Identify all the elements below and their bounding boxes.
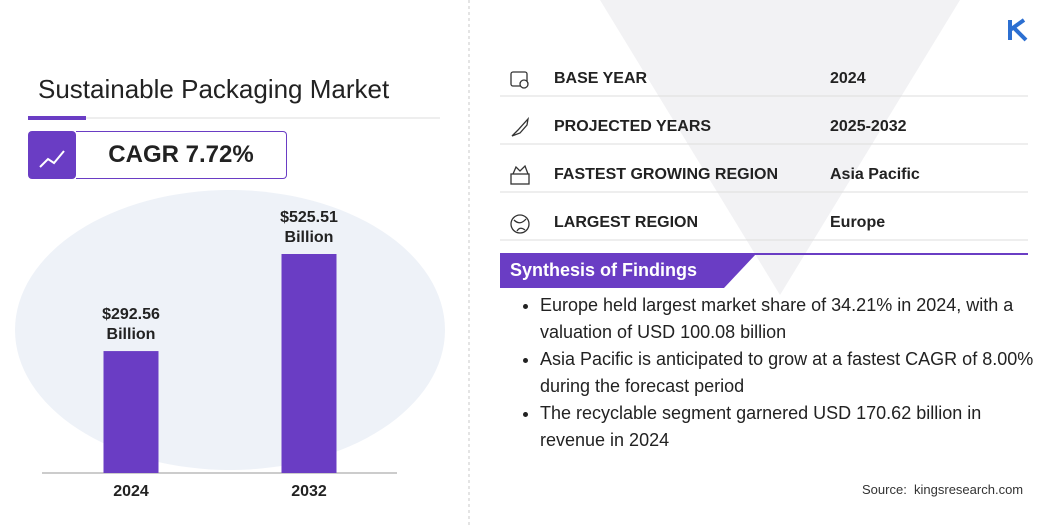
row-value: 2024	[830, 70, 866, 87]
finding: Asia Pacific is anticipated to grow at a…	[540, 346, 1040, 400]
row-icons	[510, 71, 530, 234]
logo	[1008, 18, 1028, 42]
finding: Europe held largest market share of 34.2…	[540, 292, 1040, 346]
row-lines	[500, 95, 1028, 241]
x-tick-label: 2032	[291, 483, 327, 500]
globe	[15, 190, 445, 470]
icon	[39, 150, 65, 168]
row-label: PROJECTED YEARS	[554, 118, 712, 135]
decor-triangle	[600, 0, 960, 295]
cagr-icon	[28, 131, 76, 179]
findings-banner	[500, 254, 756, 288]
bar	[103, 351, 159, 473]
row-value: Asia Pacific	[830, 166, 920, 183]
row-value: 2025-2032	[830, 118, 907, 135]
bar	[281, 254, 337, 473]
row-label: BASE YEAR	[554, 70, 648, 87]
finding: The recyclable segment garnered USD 170.…	[540, 400, 1040, 454]
value-label: $525.51 Billion	[280, 209, 338, 246]
cagr: CAGR 7.72%	[76, 131, 287, 179]
row-value: Europe	[830, 214, 886, 231]
source: Source: kingsresearch.com	[862, 482, 1024, 497]
findings-title: Synthesis of Findings	[510, 260, 698, 280]
row-label: FASTEST GROWING REGION	[554, 166, 779, 183]
x-tick-label: 2024	[113, 483, 149, 500]
value-label: $292.56 Billion	[102, 306, 160, 344]
findings-list: Europe held largest market share of 34.2…	[522, 292, 1040, 454]
row-label: LARGEST REGION	[554, 214, 699, 231]
title: Sustainable Packaging Market	[38, 74, 390, 104]
